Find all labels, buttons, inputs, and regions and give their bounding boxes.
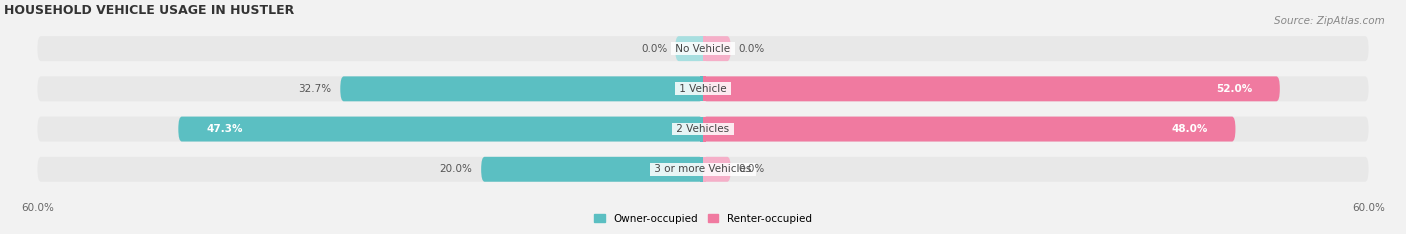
FancyBboxPatch shape bbox=[703, 117, 1236, 142]
FancyBboxPatch shape bbox=[703, 36, 731, 61]
Text: No Vehicle: No Vehicle bbox=[672, 44, 734, 54]
Text: 3 or more Vehicles: 3 or more Vehicles bbox=[651, 164, 755, 174]
Bar bbox=[700, 157, 703, 182]
Text: 1 Vehicle: 1 Vehicle bbox=[676, 84, 730, 94]
FancyBboxPatch shape bbox=[703, 157, 731, 182]
FancyBboxPatch shape bbox=[38, 36, 1368, 61]
Text: 0.0%: 0.0% bbox=[641, 44, 668, 54]
FancyBboxPatch shape bbox=[38, 117, 1368, 142]
FancyBboxPatch shape bbox=[703, 76, 1279, 101]
Text: 47.3%: 47.3% bbox=[207, 124, 243, 134]
Text: HOUSEHOLD VEHICLE USAGE IN HUSTLER: HOUSEHOLD VEHICLE USAGE IN HUSTLER bbox=[4, 4, 294, 17]
Text: 2 Vehicles: 2 Vehicles bbox=[673, 124, 733, 134]
Bar bbox=[700, 76, 703, 101]
Text: 0.0%: 0.0% bbox=[738, 164, 765, 174]
Text: Source: ZipAtlas.com: Source: ZipAtlas.com bbox=[1274, 16, 1385, 26]
Bar bbox=[700, 117, 703, 142]
Bar bbox=[703, 117, 706, 142]
Text: 20.0%: 20.0% bbox=[440, 164, 472, 174]
Bar bbox=[703, 76, 706, 101]
Legend: Owner-occupied, Renter-occupied: Owner-occupied, Renter-occupied bbox=[591, 210, 815, 228]
FancyBboxPatch shape bbox=[340, 76, 703, 101]
Bar bbox=[703, 36, 706, 61]
FancyBboxPatch shape bbox=[38, 76, 1368, 101]
Bar bbox=[703, 157, 706, 182]
FancyBboxPatch shape bbox=[675, 36, 703, 61]
FancyBboxPatch shape bbox=[179, 117, 703, 142]
Text: 52.0%: 52.0% bbox=[1216, 84, 1253, 94]
Text: 48.0%: 48.0% bbox=[1171, 124, 1208, 134]
FancyBboxPatch shape bbox=[38, 157, 1368, 182]
Text: 0.0%: 0.0% bbox=[738, 44, 765, 54]
Text: 32.7%: 32.7% bbox=[298, 84, 332, 94]
Bar bbox=[700, 36, 703, 61]
FancyBboxPatch shape bbox=[481, 157, 703, 182]
